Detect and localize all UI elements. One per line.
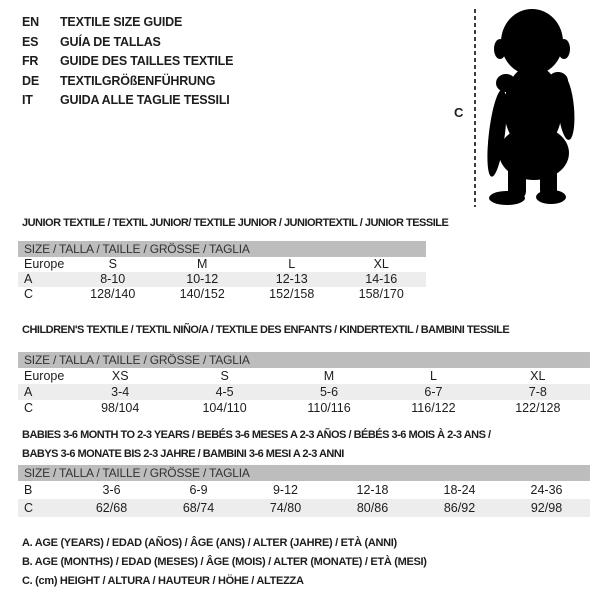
footnote-line: A. AGE (YEARS) / EDAD (AÑOS) / ÂGE (ANS)… bbox=[22, 537, 397, 549]
language-label: GUIDE DES TAILLES TEXTILE bbox=[60, 54, 234, 68]
table-row: C 128/140 140/152 152/158 158/170 bbox=[18, 287, 426, 302]
table-cell: 152/158 bbox=[269, 287, 315, 301]
footnote-line: C. (cm) HEIGHT / ALTURA / HAUTEUR / HÖHE… bbox=[22, 575, 304, 587]
table-row: Europe XS S M L XL bbox=[18, 368, 590, 384]
table-cell: 68/74 bbox=[182, 501, 215, 515]
table-cell: 158/170 bbox=[358, 287, 404, 301]
table-row: C 98/104 104/110 110/116 116/122 122/128 bbox=[18, 400, 590, 416]
table-cell: 140/152 bbox=[179, 287, 225, 301]
table-row: C 62/68 68/74 74/80 80/86 86/92 92/98 bbox=[18, 499, 590, 517]
row-label: A bbox=[24, 272, 33, 286]
table-cell: 3-4 bbox=[111, 385, 130, 399]
table-cell: S bbox=[108, 257, 117, 271]
table-cell: 12-18 bbox=[356, 483, 389, 497]
height-measure-line bbox=[474, 9, 476, 207]
language-row: EN TEXTILE SIZE GUIDE bbox=[22, 13, 233, 33]
table-row: A 8-10 10-12 12-13 14-16 bbox=[18, 272, 426, 287]
table-cell: 6-9 bbox=[189, 483, 208, 497]
table-cell: 80/86 bbox=[356, 501, 389, 515]
table-cell: 104/110 bbox=[202, 401, 247, 415]
table-cell: 5-6 bbox=[319, 385, 339, 399]
language-code: ES bbox=[22, 34, 39, 49]
language-label: TEXTILE SIZE GUIDE bbox=[60, 15, 183, 29]
section-title-line: BABYS 3-6 MONATE BIS 2-3 JAHRE / BAMBINI… bbox=[22, 447, 344, 460]
table-cell: 86/92 bbox=[443, 501, 476, 515]
section-title-line: BABIES 3-6 MONTH TO 2-3 YEARS / BEBÉS 3-… bbox=[22, 429, 491, 441]
table-cell: 24-36 bbox=[530, 483, 563, 497]
size-header-bar: SIZE / TALLA / TAILLE / GRÖSSE / TAGLIA bbox=[18, 241, 426, 257]
table-cell: 110/116 bbox=[307, 401, 351, 415]
height-measure-label: C bbox=[454, 105, 464, 120]
table-cell: 92/98 bbox=[530, 501, 563, 515]
section-title: BABIES 3-6 MONTH TO 2-3 YEARS / BEBÉS 3-… bbox=[22, 426, 491, 463]
size-header-bar: SIZE / TALLA / TAILLE / GRÖSSE / TAGLIA bbox=[18, 352, 590, 368]
row-label: C bbox=[24, 501, 34, 515]
table-cell: 14-16 bbox=[365, 272, 398, 286]
language-code: IT bbox=[22, 93, 33, 107]
row-label: B bbox=[24, 483, 33, 497]
language-label: GUIDA ALLE TAGLIE TESSILI bbox=[60, 93, 230, 107]
size-table: SIZE / TALLA / TAILLE / GRÖSSE / TAGLIA E… bbox=[18, 352, 590, 416]
section-title-line: JUNIOR TEXTILE / TEXTIL JUNIOR/ TEXTILE … bbox=[22, 217, 449, 229]
language-row: IT GUIDA ALLE TAGLIE TESSILI bbox=[22, 91, 233, 111]
row-label: C bbox=[24, 401, 34, 415]
table-cell: 12-13 bbox=[275, 272, 308, 286]
table-cell: XL bbox=[373, 257, 389, 271]
table-cell: M bbox=[323, 369, 335, 383]
row-label: Europe bbox=[24, 369, 65, 383]
table-cell: L bbox=[288, 257, 296, 271]
row-label: C bbox=[24, 287, 34, 301]
table-cell: L bbox=[429, 369, 437, 383]
size-table: SIZE / TALLA / TAILLE / GRÖSSE / TAGLIA B… bbox=[18, 465, 590, 517]
table-cell: 74/80 bbox=[269, 501, 302, 515]
footnotes: A. AGE (YEARS) / EDAD (AÑOS) / ÂGE (ANS)… bbox=[22, 534, 427, 591]
section-title-line: CHILDREN'S TEXTILE / TEXTIL NIÑO/A / TEX… bbox=[22, 324, 510, 336]
language-row: FR GUIDE DES TAILLES TEXTILE bbox=[22, 52, 233, 72]
table-cell: 122/128 bbox=[515, 401, 561, 415]
table-row: A 3-4 4-5 5-6 6-7 7-8 bbox=[18, 384, 590, 400]
baby-silhouette-icon bbox=[487, 9, 575, 205]
language-code: EN bbox=[22, 15, 39, 29]
table-cell: 116/122 bbox=[411, 401, 456, 415]
language-label: GUÍA DE TALLAS bbox=[60, 34, 161, 49]
table-row: Europe S M L XL bbox=[18, 257, 426, 272]
row-label: A bbox=[24, 385, 33, 399]
language-row: ES GUÍA DE TALLAS bbox=[22, 33, 233, 53]
section-title: CHILDREN'S TEXTILE / TEXTIL NIÑO/A / TEX… bbox=[22, 324, 510, 337]
measurement-figure: C bbox=[450, 5, 600, 211]
table-cell: S bbox=[220, 369, 229, 383]
section-title: JUNIOR TEXTILE / TEXTIL JUNIOR/ TEXTILE … bbox=[22, 217, 449, 230]
table-cell: 128/140 bbox=[90, 287, 136, 301]
table-cell: 8-10 bbox=[100, 272, 126, 286]
table-cell: M bbox=[197, 257, 208, 271]
table-cell: 98/104 bbox=[101, 401, 140, 415]
row-label: Europe bbox=[24, 257, 65, 271]
table-cell: 10-12 bbox=[186, 272, 219, 286]
language-guide: EN TEXTILE SIZE GUIDE ES GUÍA DE TALLAS FR GU… bbox=[22, 13, 233, 111]
table-cell: 7-8 bbox=[528, 385, 547, 399]
footnote-line: B. AGE (MONTHS) / EDAD (MESES) / ÂGE (MO… bbox=[22, 556, 427, 568]
table-row: B 3-6 6-9 9-12 12-18 18-24 24-36 bbox=[18, 481, 590, 499]
size-header-bar: SIZE / TALLA / TAILLE / GRÖSSE / TAGLIA bbox=[18, 465, 590, 481]
size-table: SIZE / TALLA / TAILLE / GRÖSSE / TAGLIA E… bbox=[18, 241, 426, 302]
table-cell: 3-6 bbox=[102, 483, 121, 497]
table-cell: 6-7 bbox=[424, 385, 443, 399]
language-row: DE TEXTILGRÖßENFÜHRUNG bbox=[22, 72, 233, 92]
table-cell: XS bbox=[111, 369, 129, 383]
language-label: TEXTILGRÖßENFÜHRUNG bbox=[60, 73, 216, 88]
table-cell: 62/68 bbox=[95, 501, 128, 515]
table-cell: XL bbox=[530, 369, 546, 383]
table-cell: 9-12 bbox=[272, 483, 299, 497]
table-cell: 4-5 bbox=[215, 385, 234, 399]
language-code: DE bbox=[22, 73, 39, 88]
table-cell: 18-24 bbox=[443, 483, 476, 497]
language-code: FR bbox=[22, 54, 39, 68]
